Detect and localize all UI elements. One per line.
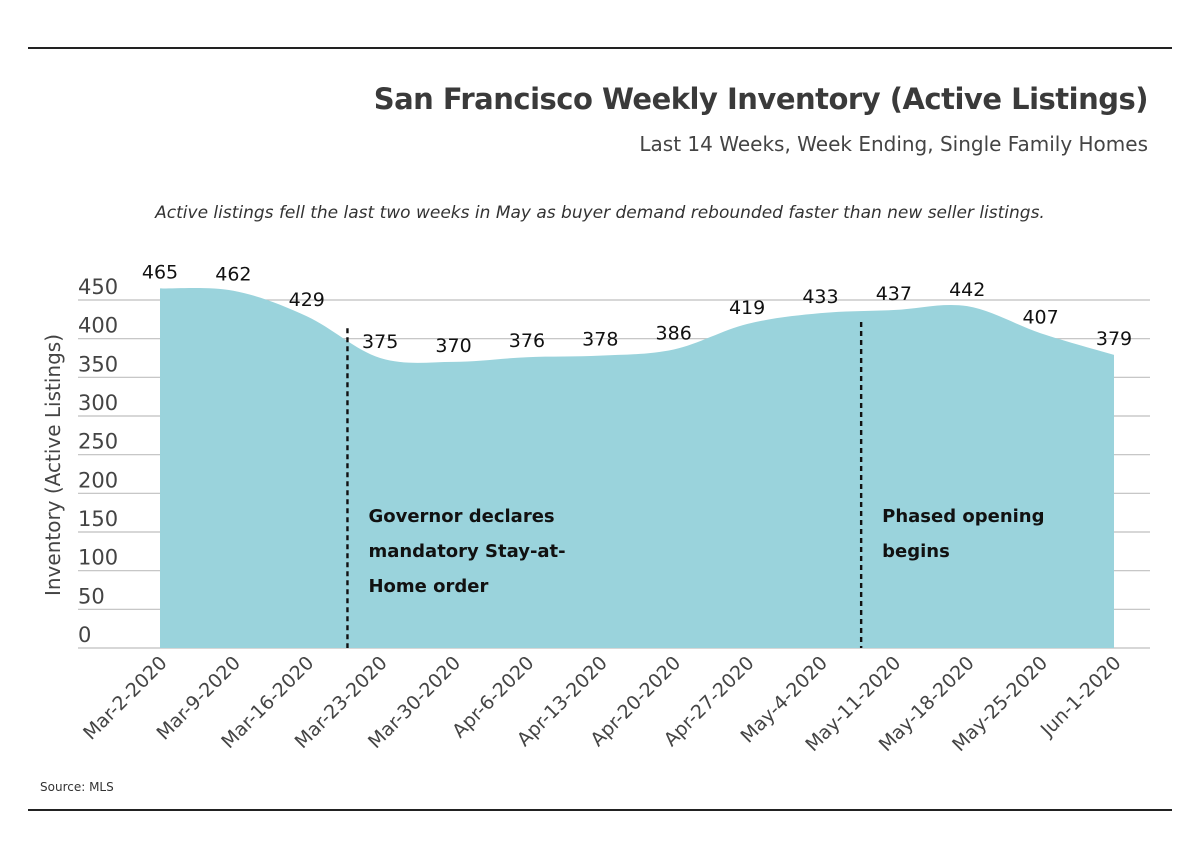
y-tick-label: 450 <box>78 275 118 299</box>
data-label: 429 <box>289 289 325 311</box>
top-rule <box>28 47 1172 49</box>
x-tick-layer: Mar-2-2020Mar-9-2020Mar-16-2020Mar-23-20… <box>79 652 1125 756</box>
annotation-text: mandatory Stay-at- <box>368 541 565 562</box>
chart-subtitle: Last 14 Weeks, Week Ending, Single Famil… <box>639 132 1148 156</box>
bottom-rule <box>28 809 1172 811</box>
data-label: 379 <box>1096 328 1132 350</box>
y-tick-label: 50 <box>78 584 105 608</box>
y-tick-label: 0 <box>78 623 91 647</box>
y-tick-label: 100 <box>78 546 118 570</box>
annotation-layer: Governor declares mandatory Stay-at- Home … <box>346 322 1045 648</box>
data-label: 419 <box>729 297 765 319</box>
y-axis-title: Inventory (Active Listings) <box>41 334 65 596</box>
chart-title: San Francisco Weekly Inventory (Active L… <box>373 82 1149 116</box>
data-label: 437 <box>876 283 912 305</box>
annotation-text: Governor declares <box>368 506 554 527</box>
y-tick-label: 200 <box>78 468 118 492</box>
y-tick-label: 250 <box>78 430 118 454</box>
data-label: 386 <box>656 322 692 344</box>
data-label: 462 <box>215 264 251 286</box>
data-label: 442 <box>949 279 985 301</box>
y-tick-label: 400 <box>78 314 118 338</box>
y-tick-layer: 0 50 100 150 200 250 300 350 400 450 <box>78 275 118 647</box>
data-label: 370 <box>435 335 471 357</box>
y-tick-label: 150 <box>78 507 118 531</box>
chart-note: Active listings fell the last two weeks … <box>155 203 1045 223</box>
data-label: 433 <box>802 286 838 308</box>
source-note: Source: MLS <box>40 780 114 794</box>
series-area <box>160 287 1114 648</box>
y-tick-label: 300 <box>78 391 118 415</box>
data-label: 376 <box>509 330 545 352</box>
y-tick-label: 350 <box>78 352 118 376</box>
data-label: 375 <box>362 331 398 353</box>
data-label-layer: 465 462 429 375 370 376 378 386 419 433 437 442 407 3… <box>142 261 1132 356</box>
area-layer <box>159 287 1115 648</box>
data-label: 407 <box>1022 306 1058 328</box>
data-label: 465 <box>142 261 178 283</box>
annotation-text: Home order <box>368 576 488 597</box>
data-label: 378 <box>582 329 618 351</box>
annotation-text: begins <box>882 541 950 562</box>
annotation-text: Phased opening <box>882 506 1044 527</box>
